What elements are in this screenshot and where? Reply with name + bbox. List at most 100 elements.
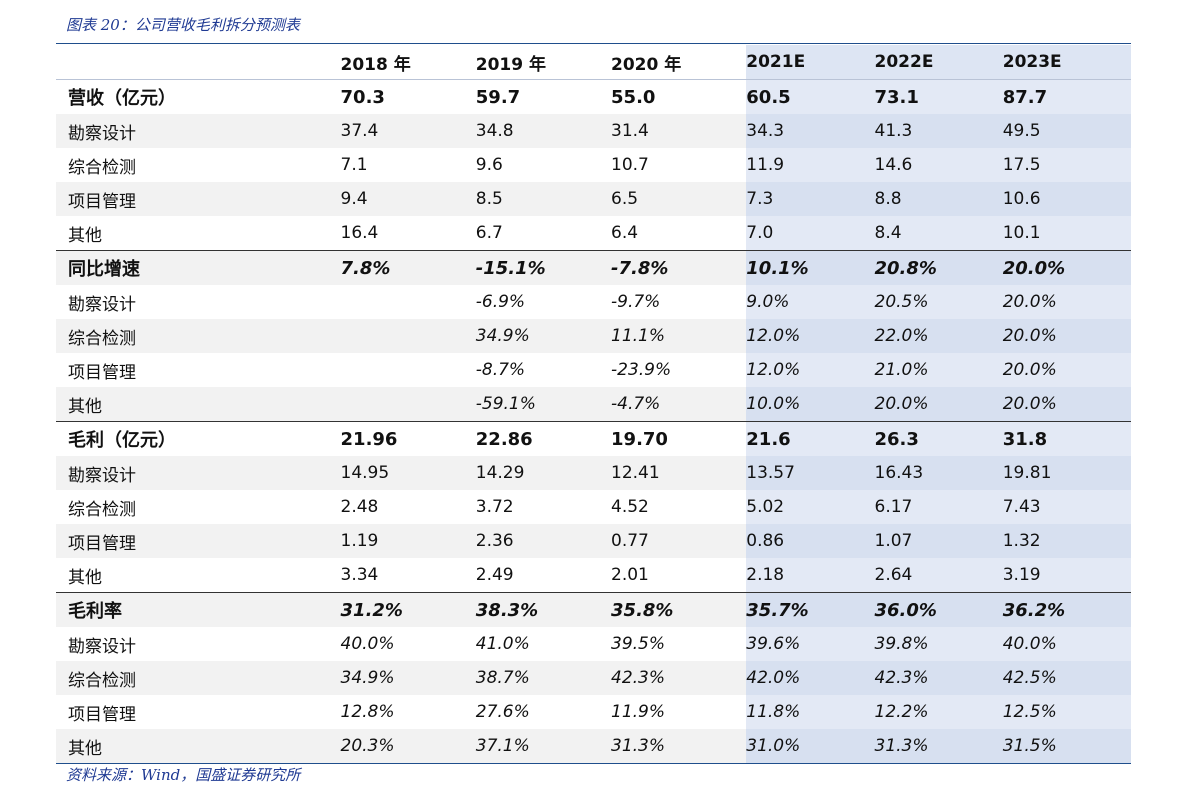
cell-value: 10.1%	[746, 250, 875, 285]
cell-value: 20.8%	[874, 250, 1003, 285]
row-label: 其他	[56, 729, 341, 764]
cell-value: 39.5%	[611, 634, 666, 654]
table-row-group: 营收（亿元） 70.3 59.7 55.0 60.5 73.1 87.7	[56, 79, 1131, 114]
header-year-forecast: 2022E	[874, 45, 1003, 80]
cell-value: 12.2%	[874, 695, 1003, 729]
table-row-group: 同比增速 7.8% -15.1% -7.8% 10.1% 20.8% 20.0%	[56, 250, 1131, 285]
cell-value: 9.4	[340, 182, 476, 216]
table-row: 综合检测 34.9% 38.7% 42.3% 42.0% 42.3% 42.5%	[56, 661, 1131, 695]
header-row: 2018 年 2019 年 2020 年 2021E 2022E 2023E	[56, 45, 1131, 80]
row-label: 勘察设计	[68, 636, 136, 657]
cell-value: 19.81	[1002, 456, 1131, 490]
table-row: 综合检测 7.1 9.6 10.7 11.9 14.6 17.5	[56, 148, 1131, 182]
table-body: 营收（亿元） 70.3 59.7 55.0 60.5 73.1 87.7 勘察设计 37.4 34…	[56, 79, 1131, 764]
cell-value: 27.6%	[475, 702, 530, 722]
cell-value: 42.5%	[1002, 661, 1131, 695]
row-label: 营收（亿元）	[68, 88, 176, 109]
table-row: 项目管理 9.4 8.5 6.5 7.3 8.8 10.6	[56, 182, 1131, 216]
row-label: 综合检测	[56, 661, 341, 695]
cell-value: 10.7	[611, 155, 649, 175]
cell-value: 34.9%	[475, 319, 612, 353]
cell-value: -59.1%	[475, 387, 612, 422]
cell-value: 20.0%	[1002, 387, 1131, 422]
cell-value: 12.0%	[746, 319, 875, 353]
cell-value: 13.57	[746, 456, 875, 490]
cell-value: 3.19	[1002, 558, 1131, 593]
row-label: 项目管理	[68, 704, 136, 725]
cell-value: 6.4	[611, 223, 639, 243]
table-row: 其他 -59.1% -4.7% 10.0% 20.0% 20.0%	[56, 387, 1131, 422]
cell-value: 49.5	[1002, 114, 1131, 148]
cell-value	[340, 319, 476, 353]
cell-value: 6.5	[611, 182, 747, 216]
table-row: 其他 20.3% 37.1% 31.3% 31.0% 31.3% 31.5%	[56, 729, 1131, 764]
table-row: 综合检测 2.48 3.72 4.52 5.02 6.17 7.43	[56, 490, 1131, 524]
cell-value: 31.2%	[340, 592, 476, 627]
cell-value: 34.9%	[340, 661, 476, 695]
cell-value: 21.0%	[874, 353, 1003, 387]
cell-value: 10.1	[1002, 216, 1131, 251]
cell-value: 59.7	[475, 86, 521, 108]
row-label: 勘察设计	[56, 456, 341, 490]
table-row: 勘察设计 14.95 14.29 12.41 13.57 16.43 19.81	[56, 456, 1131, 490]
cell-value: 8.4	[874, 216, 1003, 251]
cell-value: 5.02	[746, 490, 875, 524]
cell-value: 11.9%	[611, 702, 666, 722]
cell-value: 14.6	[874, 148, 1003, 182]
row-label: 综合检测	[68, 157, 136, 178]
cell-value: 39.8%	[874, 627, 1003, 661]
cell-value: 20.0%	[1002, 250, 1131, 285]
cell-value: 17.5	[1002, 148, 1131, 182]
cell-value: 31.5%	[1002, 729, 1131, 764]
cell-value: 2.36	[475, 524, 612, 558]
cell-value: 7.1	[340, 155, 368, 175]
row-label: 项目管理	[68, 362, 136, 383]
cell-value: 3.72	[475, 497, 514, 517]
header-year: 2018 年	[340, 45, 476, 80]
cell-value: 6.17	[874, 490, 1003, 524]
cell-value: -23.9%	[611, 360, 672, 380]
cell-value: 31.8	[1002, 421, 1131, 456]
cell-value: 21.96	[340, 421, 476, 456]
cell-value: 3.34	[340, 565, 379, 585]
cell-value: 7.0	[746, 216, 875, 251]
table-row: 其他 3.34 2.49 2.01 2.18 2.64 3.19	[56, 558, 1131, 593]
cell-value: 40.0%	[1002, 627, 1131, 661]
header-year-forecast: 2021E	[746, 45, 875, 80]
cell-value: 73.1	[874, 79, 1003, 114]
row-label: 综合检测	[68, 499, 136, 520]
cell-value: 11.1%	[611, 319, 747, 353]
cell-value	[340, 387, 476, 422]
cell-value: 35.7%	[746, 592, 875, 627]
table-row-group: 毛利率 31.2% 38.3% 35.8% 35.7% 36.0% 36.2%	[56, 592, 1131, 627]
row-label: 同比增速	[56, 250, 341, 285]
cell-value: 22.0%	[874, 319, 1003, 353]
table-row: 项目管理 12.8% 27.6% 11.9% 11.8% 12.2% 12.5%	[56, 695, 1131, 729]
cell-value: 26.3	[874, 421, 1003, 456]
table-row-group: 毛利（亿元） 21.96 22.86 19.70 21.6 26.3 31.8	[56, 421, 1131, 456]
cell-value: 4.52	[611, 497, 649, 517]
row-label: 其他	[56, 387, 341, 422]
cell-value: 36.0%	[874, 592, 1003, 627]
cell-value: 2.49	[475, 565, 514, 585]
table-row: 勘察设计 -6.9% -9.7% 9.0% 20.5% 20.0%	[56, 285, 1131, 319]
top-rule	[56, 43, 1131, 44]
cell-value: -7.8%	[611, 250, 747, 285]
cell-value: 8.5	[475, 182, 612, 216]
table-row: 项目管理 1.19 2.36 0.77 0.86 1.07 1.32	[56, 524, 1131, 558]
cell-value: 20.3%	[340, 729, 476, 764]
header-year: 2020 年	[611, 45, 747, 80]
cell-value: 42.0%	[746, 661, 875, 695]
table-row: 其他 16.4 6.7 6.4 7.0 8.4 10.1	[56, 216, 1131, 251]
cell-value: -8.7%	[475, 360, 526, 380]
row-label: 项目管理	[56, 182, 341, 216]
cell-value: 37.4	[340, 114, 476, 148]
cell-value: 8.8	[874, 182, 1003, 216]
cell-value: 12.41	[611, 456, 747, 490]
cell-value: 0.77	[611, 524, 747, 558]
cell-value: 41.0%	[475, 634, 530, 654]
cell-value: 20.0%	[1002, 353, 1131, 387]
cell-value: 19.70	[611, 421, 747, 456]
cell-value: -6.9%	[475, 292, 526, 312]
row-label: 综合检测	[56, 319, 341, 353]
